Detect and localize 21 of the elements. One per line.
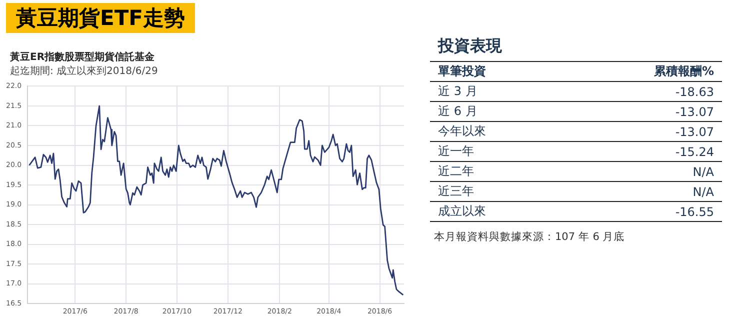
chart-subtitle: 黃豆ER指數股票型期貨信託基金 bbox=[10, 50, 155, 64]
text: -13.07 bbox=[675, 124, 714, 138]
text: -15.24 bbox=[675, 144, 714, 158]
category-label: 近三年 bbox=[430, 182, 564, 202]
category-label: 今年以來 bbox=[430, 122, 564, 142]
text: N/A bbox=[692, 164, 714, 178]
text: -13.07 bbox=[675, 104, 714, 118]
text: N/A bbox=[692, 184, 714, 198]
text: 投資表現 bbox=[438, 36, 503, 57]
category-label: 近二年 bbox=[430, 162, 564, 182]
category-label: 成立以來 bbox=[430, 202, 564, 222]
text: 單筆投資 bbox=[430, 62, 564, 82]
text: -16.55 bbox=[675, 204, 714, 218]
chart-title: 黃豆期貨ETF走勢 bbox=[6, 3, 196, 33]
category-label: 近一年 bbox=[430, 142, 564, 162]
text: 累積報酬% bbox=[563, 62, 722, 82]
text: -18.63 bbox=[675, 84, 714, 98]
category-label: 近 6 月 bbox=[430, 102, 564, 122]
text: 起迄期間: 成立以來到2018/6/29 bbox=[10, 64, 158, 78]
text: 本月報資料與數據來源：107 年 6 月底 bbox=[434, 230, 626, 245]
category-label: 近 3 月 bbox=[430, 82, 564, 102]
